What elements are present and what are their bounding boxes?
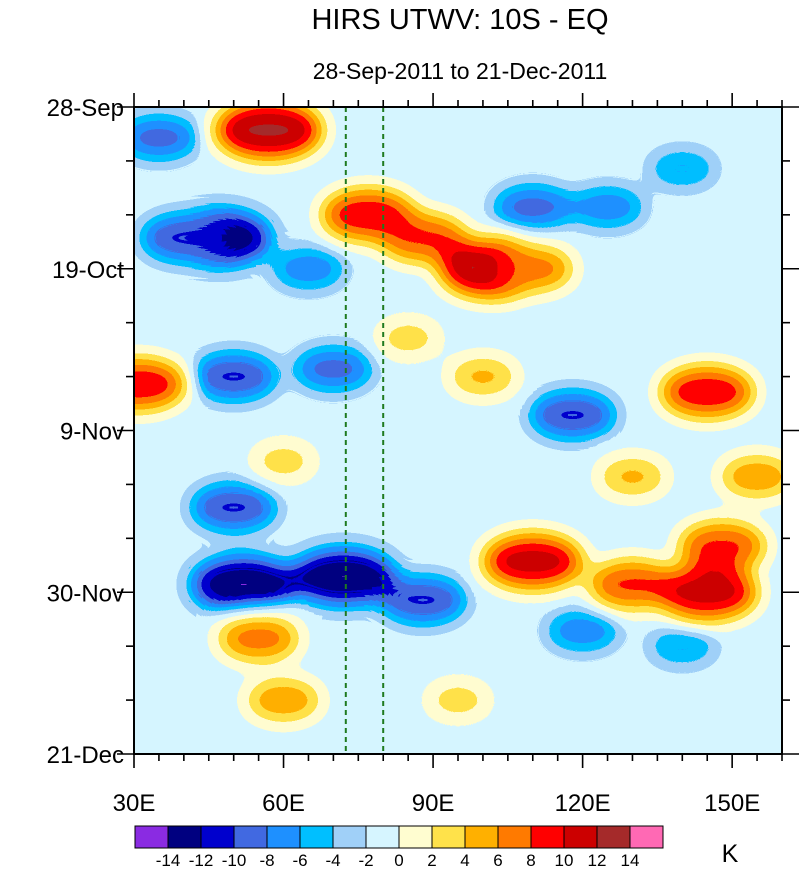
anomaly-feature bbox=[271, 249, 346, 289]
heatmap-field bbox=[134, 107, 782, 754]
anomaly-feature bbox=[377, 321, 440, 355]
anomaly-feature bbox=[482, 535, 583, 588]
x-tick-label: 60E bbox=[262, 790, 305, 817]
colorbar-tick-label: 6 bbox=[493, 851, 502, 869]
anomaly-feature bbox=[648, 628, 717, 665]
y-tick-label: 9-Nov bbox=[60, 419, 124, 446]
x-tick-label: 120E bbox=[555, 790, 611, 817]
anomaly-feature bbox=[598, 458, 667, 495]
colorbar-tick-label: -6 bbox=[292, 851, 307, 869]
anomaly-feature bbox=[379, 215, 467, 261]
anomaly-feature bbox=[570, 187, 645, 227]
anomaly-feature bbox=[218, 617, 299, 660]
anomaly-feature bbox=[529, 392, 617, 438]
anomaly-feature bbox=[379, 577, 467, 623]
anomaly-feature bbox=[190, 353, 278, 400]
anomaly-feature bbox=[660, 367, 754, 417]
colorbar-tick-label: 12 bbox=[588, 851, 607, 869]
anomaly-feature bbox=[588, 561, 677, 608]
anomaly-feature bbox=[290, 549, 397, 605]
colorbar-swatch bbox=[266, 825, 301, 849]
anomaly-feature bbox=[678, 523, 766, 569]
colorbar-tick-label: 0 bbox=[394, 851, 403, 869]
colorbar-swatch bbox=[299, 825, 334, 849]
y-tick-label: 28-Sep bbox=[47, 95, 124, 122]
anomaly-feature bbox=[448, 358, 517, 395]
colorbar-unit-label: K bbox=[722, 840, 739, 868]
anomaly-feature bbox=[190, 484, 278, 531]
colorbar-swatch bbox=[530, 825, 565, 849]
colorbar-tick-label: -2 bbox=[358, 851, 373, 869]
anomaly-feature bbox=[492, 247, 574, 290]
colorbar-tick-label: 10 bbox=[555, 851, 574, 869]
colorbar: -14 -12 -10 -8 -6 -4 -2 0 2 4 6 8 10 12 14 bbox=[134, 825, 664, 869]
y-tick-label: 30-Nov bbox=[47, 580, 124, 607]
colorbar-swatch bbox=[233, 825, 268, 849]
colorbar-tick-label: 2 bbox=[427, 851, 436, 869]
colorbar-swatch bbox=[431, 825, 466, 849]
colorbar-tick-label: -4 bbox=[325, 851, 340, 869]
colorbar-tick-label: -12 bbox=[189, 851, 214, 869]
anomaly-feature bbox=[719, 457, 782, 497]
anomaly-feature bbox=[293, 347, 374, 391]
anomaly-feature bbox=[134, 116, 200, 159]
colorbar-tick-label: -14 bbox=[156, 851, 181, 869]
anomaly-feature bbox=[657, 566, 758, 619]
colorbar-swatch bbox=[365, 825, 400, 849]
anomaly-feature bbox=[648, 150, 717, 187]
colorbar-swatch bbox=[629, 825, 664, 849]
anomaly-feature bbox=[246, 680, 321, 720]
anomaly-feature bbox=[140, 215, 228, 261]
colorbar-swatch bbox=[167, 825, 202, 849]
colorbar-tick-label: 4 bbox=[460, 851, 469, 869]
x-tick-label: 30E bbox=[113, 790, 156, 817]
anomaly-feature bbox=[492, 185, 574, 229]
anomaly-feature bbox=[134, 359, 186, 409]
anomaly-feature bbox=[215, 107, 322, 158]
anomaly-feature bbox=[427, 683, 489, 717]
colorbar-swatch bbox=[200, 825, 235, 849]
colorbar-swatch bbox=[134, 825, 169, 849]
y-tick-label: 21-Dec bbox=[47, 742, 124, 769]
colorbar-tick-label: 14 bbox=[621, 851, 640, 869]
colorbar-tick-label: -10 bbox=[222, 851, 247, 869]
anomaly-feature bbox=[545, 611, 620, 651]
colorbar-swatch bbox=[563, 825, 598, 849]
x-tick-label: 90E bbox=[412, 790, 455, 817]
colorbar-swatch bbox=[497, 825, 532, 849]
x-tick-label: 150E bbox=[704, 790, 760, 817]
y-tick-label: 19-Oct bbox=[52, 257, 124, 284]
colorbar-tick-label: -8 bbox=[259, 851, 274, 869]
anomaly-feature bbox=[252, 444, 315, 478]
anomaly-feature bbox=[190, 556, 297, 613]
colorbar-swatch bbox=[398, 825, 433, 849]
colorbar-swatch bbox=[464, 825, 499, 849]
chart-title: HIRS UTWV: 10S - EQ bbox=[311, 4, 608, 36]
colorbar-swatch bbox=[596, 825, 631, 849]
colorbar-swatch bbox=[332, 825, 367, 849]
chart-subtitle: 28-Sep-2011 to 21-Dec-2011 bbox=[313, 58, 608, 84]
colorbar-tick-label: 8 bbox=[526, 851, 535, 869]
